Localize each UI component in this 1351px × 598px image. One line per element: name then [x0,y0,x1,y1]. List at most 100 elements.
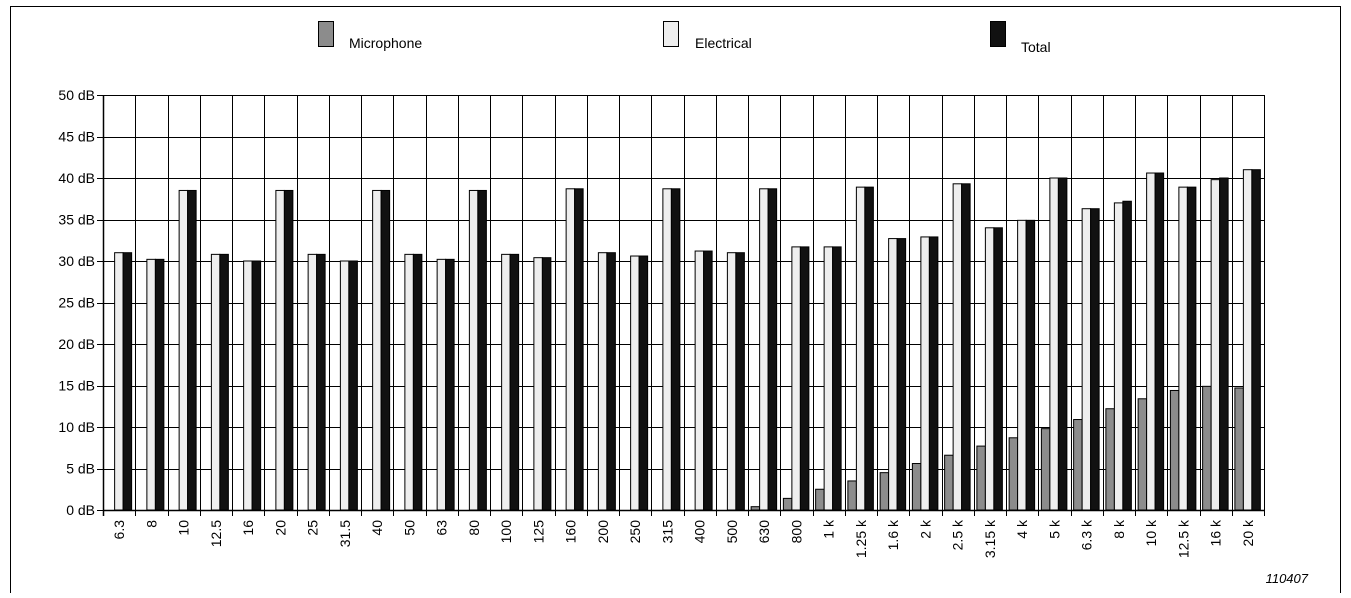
bar-electrical [1146,172,1156,511]
bar-microphone [1202,385,1212,511]
x-tick-label: 250 [627,520,643,544]
bar-total [380,189,391,511]
x-tick-label: 10 [176,520,192,536]
bar-microphone [1169,389,1180,511]
bar-total [477,189,487,511]
bar-total [283,189,294,511]
legend-label-microphone: Microphone [349,35,422,51]
bar-electrical [210,253,221,511]
bar-electrical [823,246,834,511]
x-tick-label: 16 k [1208,519,1224,546]
x-tick-label: 5 k [1046,519,1062,539]
bar-electrical [372,189,382,511]
x-tick-label: 8 k [1111,519,1127,539]
x-tick-label: 1.25 k [853,519,869,558]
legend-label-total: Total [1021,39,1051,55]
x-axis-ticks: 6.3 8 10 12.5 16 20 25 31.5 40 50 63 80 100 125 160 200… [111,519,1256,558]
bar-total [606,252,616,511]
bar-total [670,188,681,511]
x-tick-label: 16 [240,520,256,536]
x-tick-label: 630 [756,520,772,544]
bar-total [445,258,455,511]
bar-microphone [782,497,793,511]
x-tick-label: 6.3 k [1079,519,1095,550]
bar-total [1251,169,1261,511]
x-tick-label: 4 k [1014,519,1030,539]
bar-electrical [501,253,511,511]
axes [102,95,1264,516]
bar-electrical [630,255,640,511]
bar-total [1219,177,1229,511]
bar-total [154,258,165,511]
bar-electrical [339,260,350,511]
bar-microphone [847,480,857,511]
x-tick-label: 500 [724,520,740,544]
y-tick-label: 0 dB [66,502,95,518]
x-tick-label: 400 [692,520,708,544]
bar-total [1154,172,1165,511]
bar-total [993,227,1003,511]
x-tick-label: 63 [434,520,450,536]
bar-total [122,252,133,511]
bar-electrical [468,189,479,511]
bar-electrical [307,253,318,511]
legend-label-electrical: Electrical [695,35,752,51]
bar-microphone [1008,437,1019,511]
bar-electrical [1081,208,1092,511]
bar-total [703,250,713,511]
y-tick-label: 50 dB [58,87,95,103]
x-tick-label: 10 k [1143,519,1159,546]
bar-microphone [1040,428,1051,511]
x-tick-label: 6.3 [111,520,127,540]
figure-id-annotation: 110407 [1266,571,1309,586]
bar-microphone [750,506,761,511]
bar-microphone [1137,398,1148,511]
bar-total [799,246,810,511]
bar-electrical [759,188,769,511]
x-tick-label: 1 k [821,519,837,539]
bar-total [896,238,907,511]
bar-total [509,253,520,511]
x-tick-label: 25 [305,520,321,536]
legend-swatch-microphone [318,21,334,47]
bar-electrical [1113,202,1124,511]
x-tick-label: 20 [272,520,288,536]
y-tick-label: 25 dB [58,295,95,311]
x-tick-label: 12.5 [208,520,224,547]
y-tick-label: 40 dB [58,170,95,186]
bar-electrical [791,246,801,511]
bar-electrical [694,250,705,511]
bar-total [767,188,778,511]
bar-microphone [976,445,986,511]
bar-electrical [178,189,189,511]
bar-electrical [855,186,866,511]
bar-microphone [815,488,825,511]
bar-total [1057,177,1068,511]
bar-electrical [1242,169,1253,511]
x-tick-label: 100 [498,520,514,544]
bar-electrical [726,252,737,511]
bar-electrical [436,258,447,511]
bars [114,169,1261,511]
bar-microphone [1073,419,1083,511]
bar-electrical [1017,219,1027,511]
bar-electrical [984,227,995,511]
bar-total [864,186,874,511]
x-tick-label: 200 [595,520,611,544]
y-tick-label: 5 dB [66,461,95,477]
bar-total [832,246,842,511]
x-tick-label: 125 [530,520,546,544]
y-tick-label: 30 dB [58,253,95,269]
x-tick-label: 8 [143,520,159,528]
bar-total [251,260,262,511]
bar-microphone [911,463,922,511]
x-tick-label: 2 k [917,519,933,539]
x-tick-label: 20 k [1240,519,1256,546]
bar-electrical [114,252,124,511]
bar-total [348,260,358,511]
y-tick-label: 45 dB [58,129,95,145]
bar-total [412,253,423,511]
bar-electrical [952,183,963,511]
